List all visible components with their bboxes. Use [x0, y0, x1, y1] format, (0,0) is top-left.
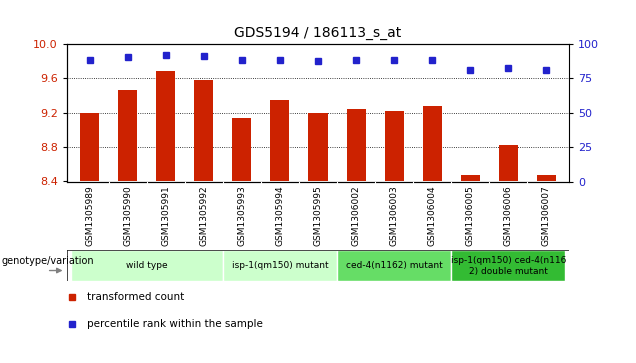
Bar [347, 109, 366, 182]
Bar [71, 250, 223, 281]
Text: percentile rank within the sample: percentile rank within the sample [87, 319, 263, 329]
Text: GSM1306007: GSM1306007 [542, 185, 551, 246]
Bar [385, 111, 404, 182]
Text: GSM1305995: GSM1305995 [314, 185, 322, 246]
Text: genotype/variation: genotype/variation [1, 256, 94, 266]
Bar [460, 175, 480, 182]
Text: ced-4(n1162) mutant: ced-4(n1162) mutant [346, 261, 443, 270]
Text: GSM1306002: GSM1306002 [352, 185, 361, 246]
Text: transformed count: transformed count [87, 292, 184, 302]
Text: GSM1305991: GSM1305991 [162, 185, 170, 246]
Bar [451, 250, 565, 281]
Bar [118, 90, 137, 182]
Bar [270, 99, 289, 182]
Bar [308, 113, 328, 182]
Text: GSM1305990: GSM1305990 [123, 185, 132, 246]
Bar [223, 250, 337, 281]
Text: GSM1306004: GSM1306004 [427, 185, 437, 246]
Text: GSM1306005: GSM1306005 [466, 185, 474, 246]
Bar [499, 145, 518, 182]
Text: GSM1306006: GSM1306006 [504, 185, 513, 246]
Text: GSM1305992: GSM1305992 [199, 185, 209, 246]
Text: GSM1305993: GSM1305993 [237, 185, 246, 246]
Text: isp-1(qm150) mutant: isp-1(qm150) mutant [232, 261, 328, 270]
Text: GSM1305994: GSM1305994 [275, 185, 284, 246]
Text: GSM1305989: GSM1305989 [85, 185, 94, 246]
Bar [232, 118, 251, 182]
Bar [537, 175, 556, 182]
Bar [337, 250, 451, 281]
Text: isp-1(qm150) ced-4(n116
2) double mutant: isp-1(qm150) ced-4(n116 2) double mutant [451, 256, 566, 276]
Bar [194, 80, 213, 182]
Bar [156, 71, 176, 182]
Title: GDS5194 / 186113_s_at: GDS5194 / 186113_s_at [235, 26, 401, 40]
Bar [80, 113, 99, 182]
Bar [423, 106, 442, 182]
Text: GSM1306003: GSM1306003 [390, 185, 399, 246]
Text: wild type: wild type [126, 261, 167, 270]
